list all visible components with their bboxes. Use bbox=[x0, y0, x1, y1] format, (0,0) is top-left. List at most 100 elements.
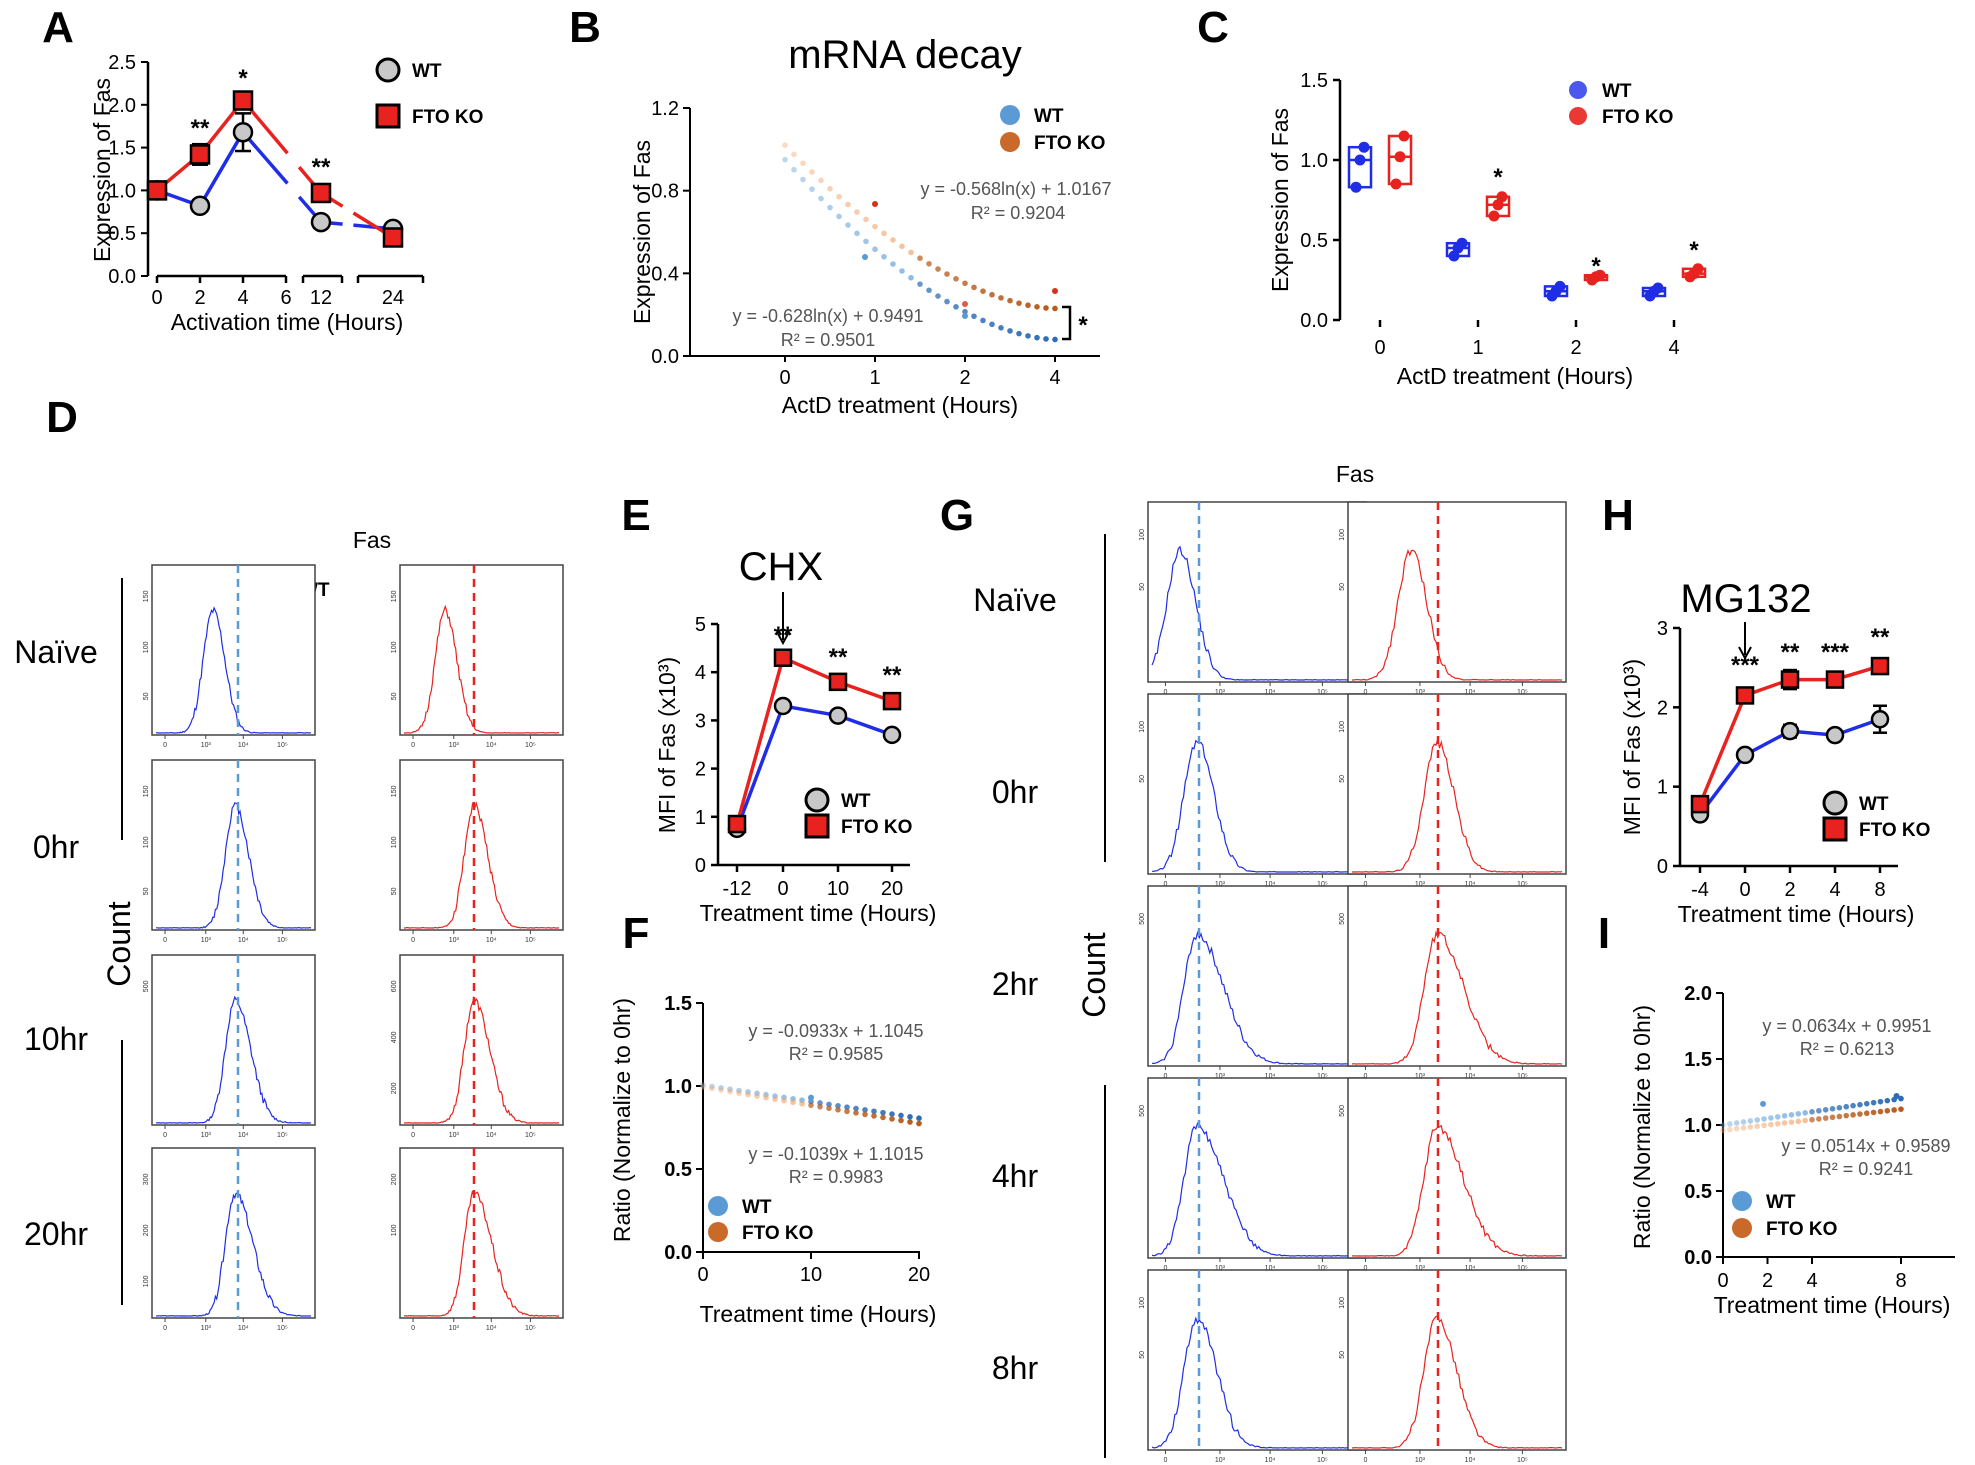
data-point-wt bbox=[962, 313, 968, 319]
fit-dot-ko bbox=[782, 142, 788, 148]
fit-dot-ko bbox=[772, 1096, 778, 1102]
x-tick-label: 24 bbox=[382, 287, 404, 309]
fit-dot-ko bbox=[1754, 1123, 1761, 1130]
x-tick-label: 8 bbox=[1895, 1270, 1906, 1292]
y-tick-label: 3 bbox=[1657, 618, 1668, 640]
histogram-trace bbox=[1352, 549, 1562, 681]
x-tick-label: 10⁴ bbox=[486, 937, 497, 944]
fit-dot-ko bbox=[862, 1111, 868, 1118]
x-tick-label: 10³ bbox=[449, 1132, 460, 1139]
significance-mark: ** bbox=[312, 154, 331, 181]
annotation-label: MG132 bbox=[1680, 577, 1811, 621]
fit-dot-wt bbox=[872, 246, 878, 253]
y-axis-label: Count bbox=[1076, 932, 1112, 1018]
x-tick-label: 10³ bbox=[1415, 1265, 1426, 1272]
x-tick-label: 10³ bbox=[1215, 689, 1226, 696]
series-line-wt bbox=[241, 131, 289, 185]
histogram-trace bbox=[404, 604, 560, 734]
fit-r2-wt: R² = 0.6213 bbox=[1800, 1039, 1895, 1059]
legend-marker-wt bbox=[375, 57, 401, 83]
legend-marker-ko bbox=[1822, 816, 1848, 842]
panel-label-a: A bbox=[42, 3, 74, 52]
x-tick-label: 4 bbox=[1806, 1270, 1817, 1292]
legend-label-ko: FTO KO bbox=[742, 1223, 813, 1244]
data-point-wt bbox=[1354, 154, 1366, 166]
y-tick-label: 150 bbox=[143, 590, 150, 602]
histogram-frame bbox=[151, 564, 316, 736]
y-tick-label: 1.0 bbox=[664, 1076, 692, 1098]
fit-dot-wt bbox=[926, 287, 932, 294]
data-point-wt bbox=[1760, 1100, 1767, 1107]
x-tick-label: 10⁴ bbox=[238, 1325, 249, 1332]
fit-dot-wt bbox=[818, 195, 824, 202]
fit-equation-wt: y = -0.628ln(x) + 0.9491 bbox=[732, 306, 923, 326]
fit-dot-ko bbox=[1857, 1111, 1863, 1117]
annotation-arrowhead bbox=[776, 631, 790, 646]
fit-dot-ko bbox=[754, 1093, 760, 1099]
significance-mark: *** bbox=[1731, 652, 1760, 679]
histogram-frame bbox=[151, 954, 316, 1126]
fit-dot-ko bbox=[962, 280, 968, 287]
fit-dot-wt bbox=[880, 1109, 886, 1116]
fit-dot-ko bbox=[953, 276, 959, 282]
y-tick-label: 0.0 bbox=[664, 1242, 692, 1264]
panel-label-g: G bbox=[940, 491, 974, 540]
fit-dot-ko bbox=[1843, 1112, 1850, 1119]
x-tick-label: 10³ bbox=[1215, 1073, 1226, 1080]
x-tick-label: 0 bbox=[163, 1325, 167, 1332]
y-tick-label: 50 bbox=[143, 692, 150, 700]
fit-dot-wt bbox=[1781, 1113, 1788, 1119]
y-axis-label: Expression of Fas bbox=[1267, 108, 1293, 292]
fit-dot-wt bbox=[718, 1084, 724, 1091]
y-tick-label: 1.5 bbox=[1684, 1049, 1712, 1071]
data-point-ko bbox=[310, 182, 332, 204]
series-line-wt bbox=[735, 703, 893, 830]
y-tick-label: 1.0 bbox=[108, 180, 136, 202]
fit-dot-ko bbox=[1884, 1107, 1891, 1114]
x-tick-label: 0 bbox=[1363, 881, 1367, 888]
fit-dot-wt bbox=[1870, 1099, 1877, 1106]
panel-label-b: B bbox=[569, 3, 601, 52]
x-tick-label: 0 bbox=[777, 878, 788, 900]
x-tick-label: 10³ bbox=[1415, 881, 1426, 888]
fit-dot-ko bbox=[1740, 1125, 1747, 1131]
fit-dot-ko bbox=[718, 1087, 724, 1093]
x-tick-label: 0 bbox=[163, 937, 167, 944]
x-tick-label: 10³ bbox=[1215, 881, 1226, 888]
y-tick-label: 50 bbox=[1339, 1351, 1346, 1359]
y-tick-label: 0.5 bbox=[1300, 230, 1328, 252]
histogram-trace bbox=[1152, 739, 1363, 873]
x-axis-label: ActD treatment (Hours) bbox=[1397, 363, 1633, 389]
fit-dot-ko bbox=[872, 223, 878, 230]
fit-dot-wt bbox=[1025, 333, 1031, 339]
series-line-ko bbox=[735, 655, 893, 825]
x-tick-label: -12 bbox=[723, 878, 752, 900]
data-point-wt bbox=[1554, 280, 1566, 292]
x-tick-label: 10⁴ bbox=[1465, 1265, 1476, 1272]
fit-dot-wt bbox=[1720, 1122, 1726, 1128]
fit-dot-ko bbox=[1877, 1108, 1884, 1115]
x-tick-label: 0 bbox=[1163, 689, 1167, 696]
x-tick-label: 4 bbox=[1668, 337, 1679, 359]
data-point-ko bbox=[146, 180, 168, 201]
data-point-ko bbox=[962, 301, 968, 307]
fit-dot-ko bbox=[1016, 300, 1022, 306]
fit-dot-ko bbox=[1774, 1120, 1781, 1127]
fit-dot-wt bbox=[908, 274, 914, 281]
x-tick-label: 10⁴ bbox=[1265, 1265, 1276, 1272]
x-tick-label: 10⁵ bbox=[525, 1132, 536, 1139]
significance-mark: *** bbox=[1821, 639, 1850, 666]
x-tick-label: 0 bbox=[1163, 881, 1167, 888]
x-axis-label: ActD treatment (Hours) bbox=[782, 392, 1018, 418]
x-tick-label: 12 bbox=[310, 287, 332, 309]
y-tick-label: 100 bbox=[1139, 529, 1146, 541]
fit-dot-wt bbox=[1863, 1100, 1870, 1107]
x-tick-label: 2 bbox=[1570, 337, 1581, 359]
fit-dot-ko bbox=[790, 1099, 796, 1106]
x-tick-label: 10⁴ bbox=[238, 1132, 249, 1139]
fit-dot-wt bbox=[898, 1112, 904, 1119]
data-point-ko bbox=[1692, 263, 1704, 275]
x-tick-label: 10³ bbox=[201, 937, 212, 944]
x-tick-label: 10⁵ bbox=[525, 742, 536, 749]
y-tick-label: 50 bbox=[1139, 583, 1146, 591]
